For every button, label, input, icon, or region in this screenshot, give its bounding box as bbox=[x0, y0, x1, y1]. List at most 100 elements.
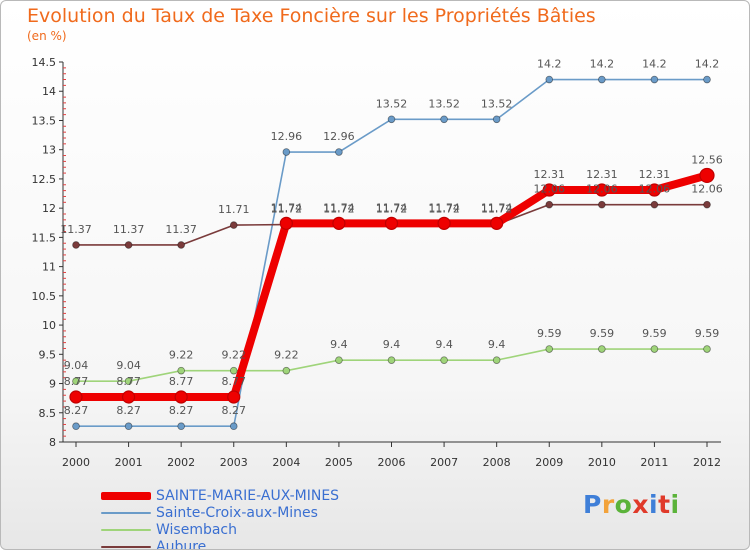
legend-label: SAINTE-MARIE-AUX-MINES bbox=[156, 487, 340, 504]
x-tick-label: 2007 bbox=[430, 456, 458, 469]
data-label: 8.27 bbox=[116, 404, 141, 417]
x-tick-label: 2008 bbox=[483, 456, 511, 469]
proxiti-logo: Proxiti bbox=[583, 490, 680, 519]
data-label: 12.96 bbox=[271, 130, 303, 143]
series-point-0 bbox=[279, 216, 293, 230]
y-tick-label: 9.5 bbox=[39, 348, 57, 361]
data-label: 11.37 bbox=[60, 223, 92, 236]
series-point-2 bbox=[282, 366, 291, 375]
y-tick-label: 12.5 bbox=[32, 173, 57, 186]
data-label: 11.71 bbox=[218, 203, 250, 216]
y-tick-label: 12 bbox=[42, 202, 56, 215]
data-label: 13.52 bbox=[481, 97, 513, 110]
series-point-2 bbox=[229, 366, 238, 375]
data-label: 8.77 bbox=[222, 375, 247, 388]
series-point-0 bbox=[699, 167, 715, 184]
series-point-2 bbox=[492, 356, 501, 364]
series-point-1 bbox=[703, 75, 711, 84]
data-label: 9.59 bbox=[590, 327, 615, 340]
series-point-0 bbox=[69, 390, 83, 404]
series-point-2 bbox=[440, 356, 448, 364]
data-label: 9.4 bbox=[435, 338, 453, 351]
data-label: 11.72 bbox=[376, 203, 408, 216]
data-label: 11.74 bbox=[323, 201, 355, 214]
legend-swatch bbox=[101, 528, 151, 531]
series-point-2 bbox=[650, 345, 659, 353]
x-tick-label: 2012 bbox=[693, 456, 721, 469]
data-label: 9.22 bbox=[222, 349, 247, 362]
series-point-3 bbox=[124, 241, 133, 249]
data-label: 13.52 bbox=[376, 97, 408, 110]
legend-swatch bbox=[101, 491, 151, 500]
data-label: 12.06 bbox=[639, 183, 671, 196]
legend-item: Wisembach bbox=[101, 521, 339, 538]
data-label: 9.59 bbox=[642, 327, 667, 340]
legend-swatch bbox=[101, 545, 151, 548]
data-label: 12.31 bbox=[586, 168, 618, 181]
data-label: 8.27 bbox=[222, 404, 247, 417]
y-tick-label: 10.5 bbox=[32, 290, 57, 303]
x-tick-label: 2002 bbox=[167, 456, 195, 469]
y-tick-label: 8.5 bbox=[39, 407, 57, 420]
legend-label: Aubure bbox=[156, 538, 207, 550]
data-label: 11.72 bbox=[481, 203, 513, 216]
data-label: 13.52 bbox=[428, 97, 460, 110]
data-label: 8.77 bbox=[116, 375, 141, 388]
data-label: 12.56 bbox=[691, 153, 723, 166]
y-tick-label: 13.5 bbox=[32, 114, 57, 127]
data-label: 12.31 bbox=[639, 168, 671, 181]
series-point-0 bbox=[332, 216, 346, 230]
data-label: 9.59 bbox=[537, 327, 562, 340]
series-point-1 bbox=[229, 422, 238, 431]
y-tick-label: 9 bbox=[49, 378, 56, 391]
series-point-0 bbox=[121, 390, 136, 404]
series-point-0 bbox=[174, 390, 188, 404]
series-point-1 bbox=[72, 422, 80, 431]
data-label: 9.04 bbox=[116, 359, 141, 372]
data-label: 11.72 bbox=[323, 203, 355, 216]
series-point-2 bbox=[387, 356, 396, 364]
legend-label: Wisembach bbox=[156, 521, 238, 538]
data-label: 11.74 bbox=[481, 201, 513, 214]
series-point-2 bbox=[72, 377, 80, 386]
series-point-0 bbox=[542, 183, 556, 197]
series-point-0 bbox=[227, 390, 241, 404]
data-label: 12.06 bbox=[534, 183, 566, 196]
chart-title: Evolution du Taux de Taxe Foncière sur l… bbox=[27, 5, 596, 27]
x-tick-label: 2011 bbox=[640, 456, 668, 469]
series-point-1 bbox=[282, 148, 291, 156]
x-tick-label: 2001 bbox=[115, 456, 143, 469]
data-label: 11.74 bbox=[271, 201, 303, 214]
y-tick-label: 13 bbox=[42, 144, 56, 157]
series-point-3 bbox=[703, 200, 711, 209]
data-label: 11.74 bbox=[376, 201, 408, 214]
data-label: 8.27 bbox=[64, 404, 89, 417]
series-point-2 bbox=[124, 377, 133, 386]
series-point-1 bbox=[598, 75, 606, 84]
data-label: 14.2 bbox=[695, 58, 720, 71]
series-point-1 bbox=[177, 422, 185, 431]
data-label: 11.37 bbox=[113, 223, 145, 236]
data-label: 14.2 bbox=[642, 58, 667, 71]
y-tick-label: 14 bbox=[42, 85, 56, 98]
series-point-1 bbox=[335, 148, 343, 156]
data-label: 8.27 bbox=[169, 404, 194, 417]
x-tick-label: 2003 bbox=[220, 456, 248, 469]
x-tick-label: 2009 bbox=[535, 456, 563, 469]
data-label: 12.06 bbox=[691, 183, 723, 196]
series-point-2 bbox=[545, 345, 554, 353]
y-tick-label: 14.5 bbox=[32, 56, 57, 69]
series-point-2 bbox=[177, 366, 185, 375]
series-point-0 bbox=[595, 183, 609, 197]
y-tick-label: 8 bbox=[49, 436, 56, 449]
series-point-1 bbox=[440, 115, 448, 124]
legend-swatch bbox=[101, 511, 151, 514]
data-label: 9.4 bbox=[330, 338, 348, 351]
data-label: 8.77 bbox=[169, 375, 194, 388]
data-label: 9.4 bbox=[383, 338, 401, 351]
data-label: 9.4 bbox=[488, 338, 506, 351]
series-point-0 bbox=[490, 216, 504, 230]
series-point-3 bbox=[229, 221, 238, 229]
data-label: 12.06 bbox=[586, 183, 618, 196]
